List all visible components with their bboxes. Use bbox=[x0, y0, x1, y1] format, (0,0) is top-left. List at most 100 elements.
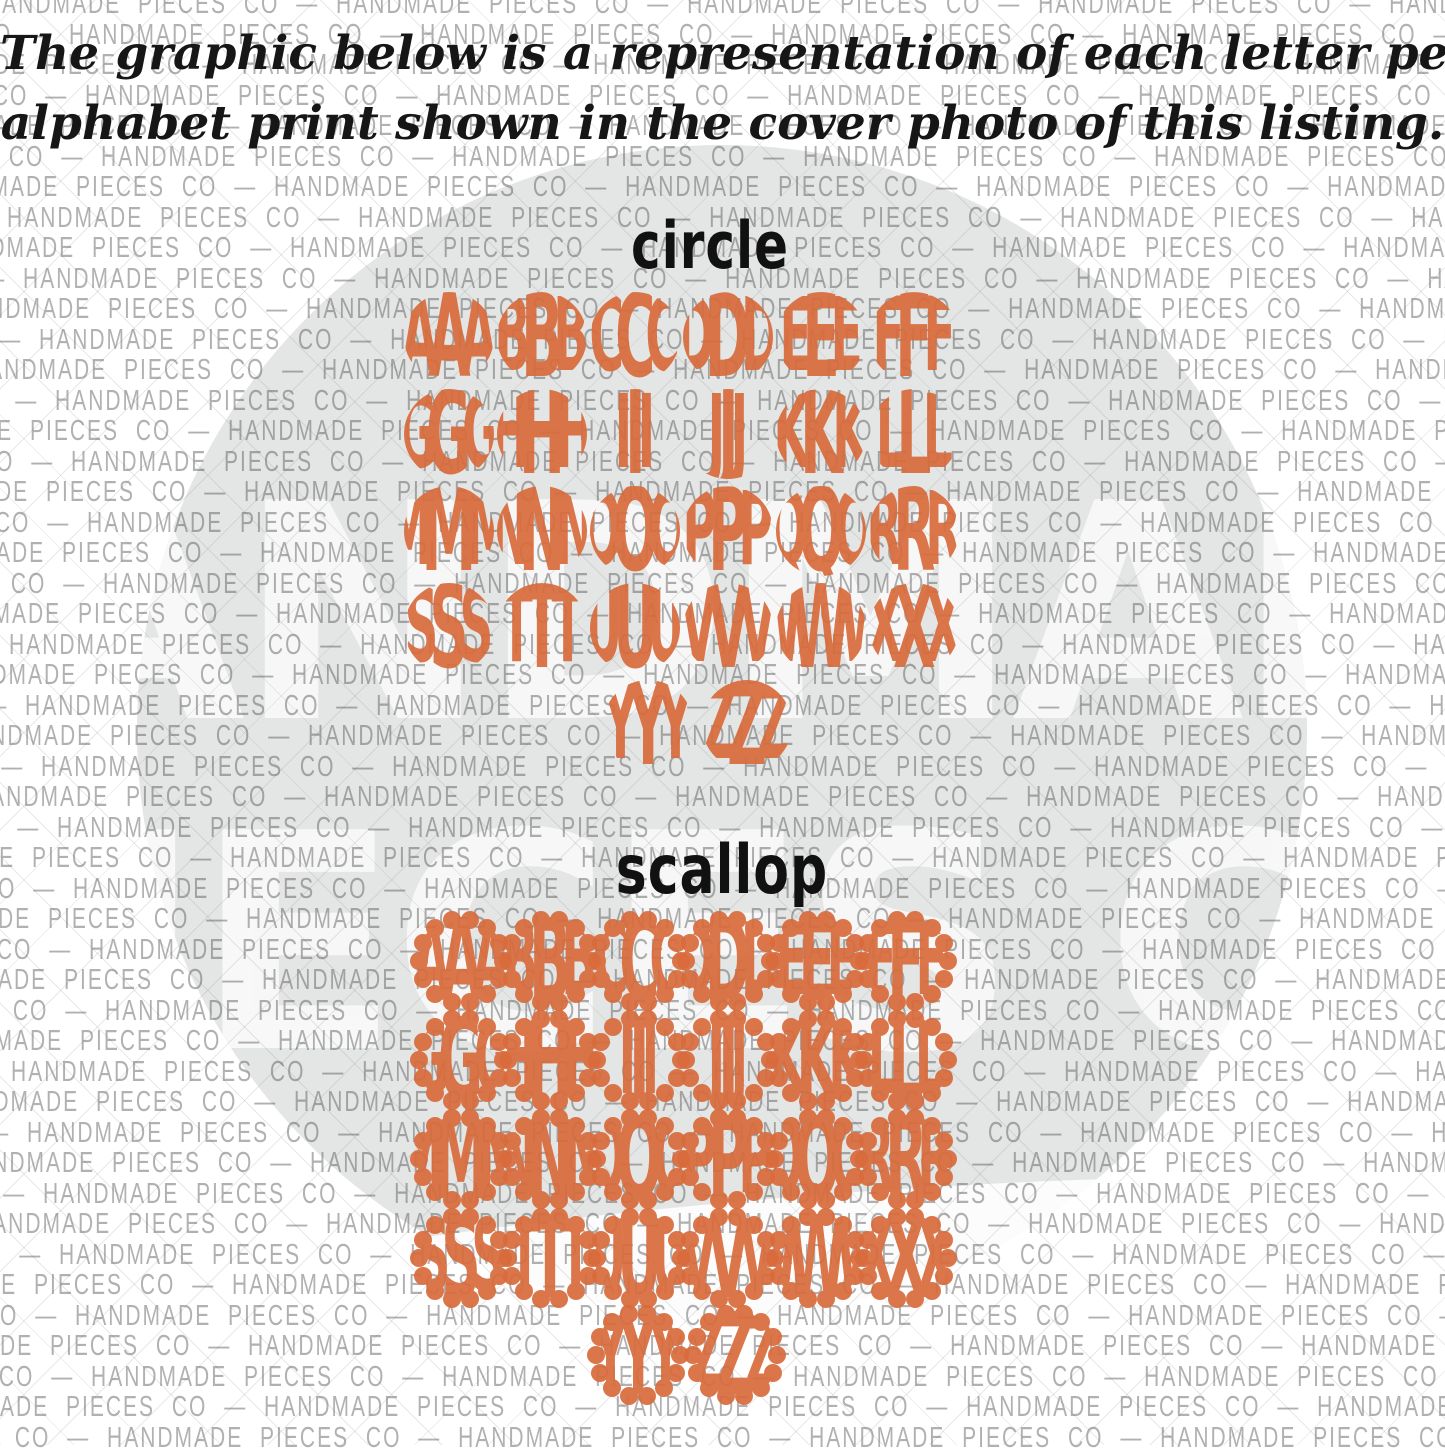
monogram-letter: P bbox=[707, 486, 749, 576]
monogram-letter: U bbox=[590, 583, 623, 673]
monogram-letter: C bbox=[649, 917, 683, 1005]
watermark-row: HANDMADE PIECES CO — HANDMADE PIECES CO … bbox=[0, 628, 1445, 661]
watermark-row: HANDMADE PIECES CO — HANDMADE PIECES CO … bbox=[0, 18, 1445, 51]
monogram-scallop-DDD: DDD bbox=[682, 915, 774, 1007]
monogram-letter: J bbox=[717, 389, 739, 479]
monogram-circle-NNN: NNN bbox=[497, 486, 587, 576]
monogram-letter: S bbox=[429, 583, 469, 673]
monogram-circle-OOO: OOO bbox=[590, 486, 680, 576]
monogram-letter: K bbox=[795, 1016, 839, 1104]
monogram-letter: W bbox=[836, 1214, 861, 1302]
watermark-row: HANDMADE PIECES CO — HANDMADE PIECES CO … bbox=[0, 598, 1445, 630]
monogram-disc: XXX bbox=[862, 1214, 950, 1302]
monogram-disc: DDD bbox=[684, 917, 772, 1005]
monogram-letter: L bbox=[914, 1016, 945, 1104]
monogram-letter: O bbox=[652, 1115, 683, 1203]
watermark-row: HANDMADE PIECES CO — HANDMADE PIECES CO … bbox=[0, 872, 1445, 905]
monogram-letter: S bbox=[441, 1214, 481, 1302]
monogram-circle-HHH: HHH bbox=[497, 389, 587, 479]
monogram-letter: H bbox=[555, 389, 587, 479]
monogram-circle-MMM: MMM bbox=[404, 486, 494, 576]
monogram-letter: M bbox=[477, 1115, 505, 1203]
monogram-letter: J bbox=[717, 1016, 739, 1104]
monogram-letter: M bbox=[417, 1115, 445, 1203]
monogram-letter: V bbox=[706, 583, 750, 673]
monogram-letter: V bbox=[740, 1214, 772, 1302]
monogram-letter: F bbox=[923, 292, 956, 382]
monogram-disc: NNN bbox=[506, 1115, 594, 1203]
monogram-letter: D bbox=[741, 917, 772, 1005]
monogram-letter: D bbox=[705, 292, 751, 382]
monogram-letter: C bbox=[645, 292, 680, 382]
monogram-letter: Q bbox=[773, 1115, 804, 1203]
monogram-letter: Z bbox=[745, 1311, 779, 1399]
monogram-letter: E bbox=[826, 917, 859, 1005]
monogram-letter: E bbox=[779, 292, 812, 382]
monogram-letter: W bbox=[776, 583, 802, 673]
monogram-letter: Y bbox=[618, 1311, 658, 1399]
monogram-letter: L bbox=[888, 1016, 924, 1104]
monogram-letter: W bbox=[840, 583, 866, 673]
monogram-letter: I bbox=[628, 1016, 650, 1104]
monogram-disc: MMM bbox=[417, 1115, 505, 1203]
monogram-letter: N bbox=[555, 486, 587, 576]
monogram-letter: P bbox=[684, 1115, 718, 1203]
watermark-row: HANDMADE PIECES CO — HANDMADE PIECES CO … bbox=[0, 232, 1445, 264]
monogram-letter: F bbox=[887, 917, 925, 1005]
monogram-letter: K bbox=[773, 1016, 805, 1104]
watermark-row: HANDMADE PIECES CO — HANDMADE PIECES CO … bbox=[0, 1177, 1445, 1210]
watermark-row: HANDMADE PIECES CO — HANDMADE PIECES CO … bbox=[0, 1025, 1445, 1057]
monogram-disc: HHH bbox=[506, 1016, 594, 1104]
watermark-row: HANDMADE PIECES CO — HANDMADE PIECES CO … bbox=[0, 537, 1445, 569]
monogram-letter: R bbox=[869, 486, 903, 576]
monogram-letter: N bbox=[506, 1115, 537, 1203]
monogram-scallop-UUU: UUU bbox=[593, 1212, 685, 1304]
monogram-letter: P bbox=[707, 1115, 749, 1203]
monogram-letter: I bbox=[641, 1016, 660, 1104]
watermark-row: HANDMADE PIECES CO — HANDMADE PIECES CO … bbox=[0, 1269, 1445, 1301]
monogram-letter: P bbox=[738, 486, 773, 576]
monogram-letter: B bbox=[529, 917, 571, 1005]
monogram-letter: E bbox=[802, 292, 840, 382]
monogram-scallop-WWW: WWW bbox=[771, 1212, 863, 1304]
monogram-letter: L bbox=[922, 389, 953, 479]
watermark-row: HANDMADE PIECES CO — HANDMADE PIECES CO … bbox=[0, 1330, 1445, 1362]
monogram-scallop-AAA: AAA bbox=[415, 915, 507, 1007]
watermark-row: HANDMADE PIECES CO — HANDMADE PIECES CO … bbox=[0, 0, 1445, 20]
monogram-letter: D bbox=[705, 917, 751, 1005]
monogram-disc: QQQ bbox=[776, 486, 866, 576]
monogram-letter: R bbox=[884, 1115, 928, 1203]
monogram-letter: G bbox=[438, 1016, 484, 1104]
watermark-row: HANDMADE PIECES CO — HANDMADE PIECES CO … bbox=[0, 262, 1445, 295]
monogram-letter: S bbox=[417, 1214, 451, 1302]
monogram-letter: X bbox=[884, 1214, 928, 1302]
monogram-letter: B bbox=[561, 917, 594, 1005]
monogram-letter: B bbox=[497, 292, 531, 382]
watermark-row: HANDMADE PIECES CO — HANDMADE PIECES CO … bbox=[0, 110, 1445, 142]
monogram-scallop-KKK: KKK bbox=[771, 1014, 863, 1106]
monogram-scallop-XXX: XXX bbox=[860, 1212, 952, 1304]
monogram-disc: GGG bbox=[404, 389, 494, 479]
monogram-letter: U bbox=[647, 583, 680, 673]
